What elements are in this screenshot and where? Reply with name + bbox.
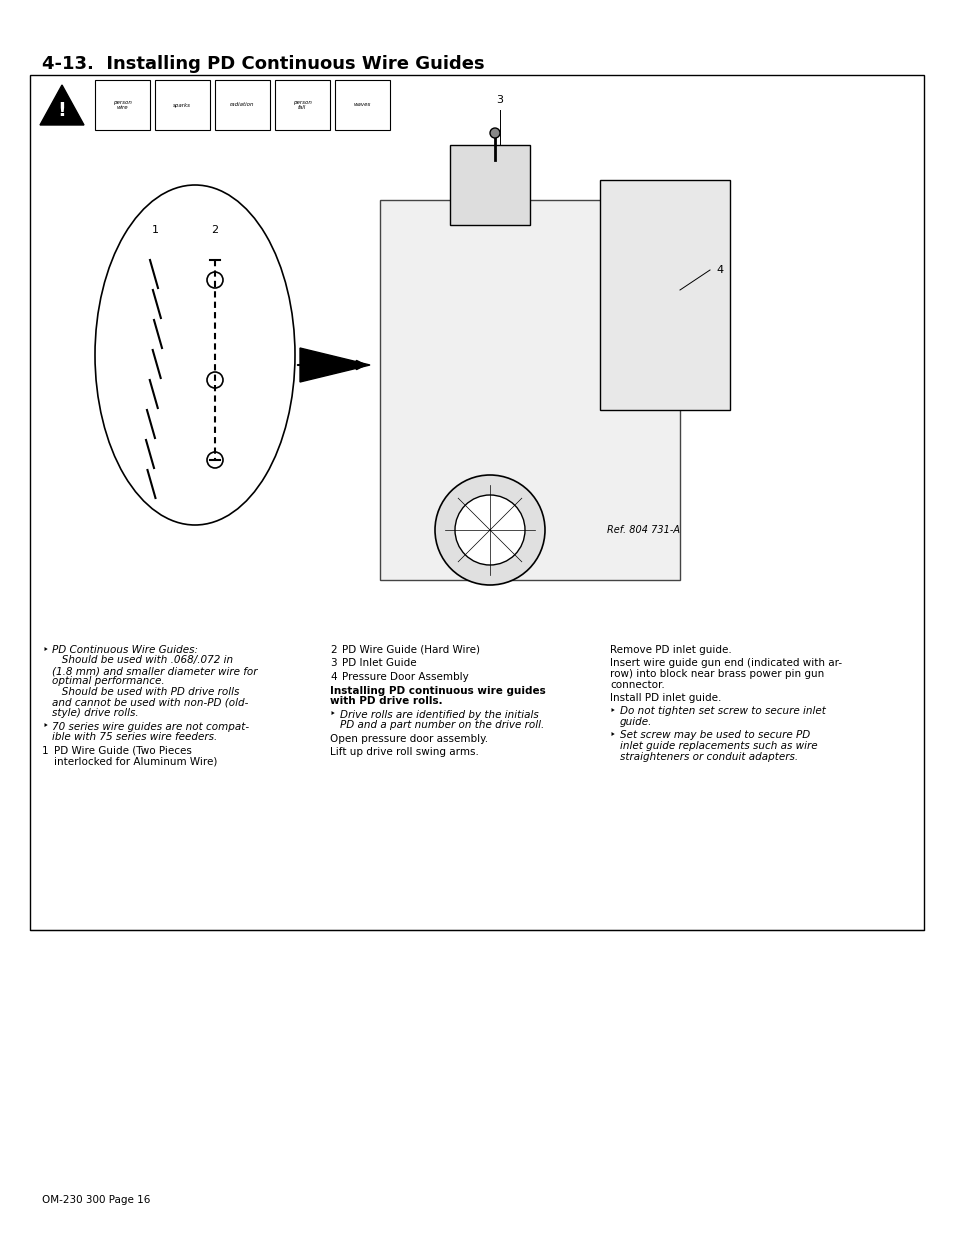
- Text: Ref. 804 731-A: Ref. 804 731-A: [606, 525, 679, 535]
- Text: 3: 3: [330, 658, 336, 668]
- Text: person
fall: person fall: [293, 100, 311, 110]
- Text: PD and a part number on the drive roll.: PD and a part number on the drive roll.: [339, 720, 543, 730]
- Text: Do not tighten set screw to secure inlet: Do not tighten set screw to secure inlet: [619, 706, 825, 716]
- Text: sparks: sparks: [172, 103, 191, 107]
- Text: ible with 75 series wire feeders.: ible with 75 series wire feeders.: [52, 732, 217, 742]
- Text: PD Inlet Guide: PD Inlet Guide: [341, 658, 416, 668]
- Text: Should be used with .068/.072 in: Should be used with .068/.072 in: [52, 656, 233, 666]
- Polygon shape: [40, 85, 84, 125]
- Text: 70 series wire guides are not compat-: 70 series wire guides are not compat-: [52, 721, 249, 731]
- Text: waves: waves: [353, 103, 371, 107]
- Bar: [450, 144, 530, 225]
- Text: ‣: ‣: [330, 709, 335, 720]
- Bar: [599, 180, 729, 410]
- Text: connector.: connector.: [609, 679, 664, 689]
- Text: style) drive rolls.: style) drive rolls.: [52, 708, 138, 718]
- Text: guide.: guide.: [619, 718, 652, 727]
- Text: inlet guide replacements such as wire: inlet guide replacements such as wire: [619, 741, 817, 751]
- Text: Install PD inlet guide.: Install PD inlet guide.: [609, 693, 720, 703]
- Text: 4-13.  Installing PD Continuous Wire Guides: 4-13. Installing PD Continuous Wire Guid…: [42, 56, 484, 73]
- Text: Should be used with PD drive rolls: Should be used with PD drive rolls: [52, 687, 239, 697]
- Text: 4: 4: [330, 672, 336, 682]
- Text: ‣: ‣: [42, 645, 48, 655]
- Text: Open pressure door assembly.: Open pressure door assembly.: [330, 734, 488, 743]
- Text: Pressure Door Assembly: Pressure Door Assembly: [341, 672, 468, 682]
- Bar: [214, 80, 270, 130]
- Text: ‣: ‣: [42, 721, 48, 731]
- Polygon shape: [299, 348, 370, 382]
- Text: ‣: ‣: [609, 730, 615, 741]
- Bar: [335, 80, 390, 130]
- Text: with PD drive rolls.: with PD drive rolls.: [330, 697, 442, 706]
- Text: Insert wire guide gun end (indicated with ar-: Insert wire guide gun end (indicated wit…: [609, 658, 841, 668]
- Circle shape: [490, 128, 499, 138]
- Text: Installing PD continuous wire guides: Installing PD continuous wire guides: [330, 685, 545, 695]
- Text: 3: 3: [496, 95, 503, 105]
- Text: Remove PD inlet guide.: Remove PD inlet guide.: [609, 645, 731, 655]
- Text: person
wire: person wire: [112, 100, 132, 110]
- FancyArrowPatch shape: [297, 361, 364, 369]
- Text: and cannot be used with non-PD (old-: and cannot be used with non-PD (old-: [52, 698, 248, 708]
- Text: Set screw may be used to secure PD: Set screw may be used to secure PD: [619, 730, 809, 741]
- Text: straighteners or conduit adapters.: straighteners or conduit adapters.: [619, 752, 798, 762]
- Text: Lift up drive roll swing arms.: Lift up drive roll swing arms.: [330, 747, 478, 757]
- Circle shape: [435, 475, 544, 585]
- Ellipse shape: [95, 185, 294, 525]
- Text: interlocked for Aluminum Wire): interlocked for Aluminum Wire): [54, 756, 217, 766]
- Bar: [30, 75, 923, 930]
- Bar: [274, 80, 330, 130]
- Text: 1: 1: [42, 746, 49, 756]
- Text: OM-230 300 Page 16: OM-230 300 Page 16: [42, 1195, 151, 1205]
- Text: PD Continuous Wire Guides:: PD Continuous Wire Guides:: [52, 645, 198, 655]
- Text: PD Wire Guide (Two Pieces: PD Wire Guide (Two Pieces: [54, 746, 192, 756]
- Bar: [379, 200, 679, 580]
- Text: 4: 4: [716, 266, 722, 275]
- Bar: [95, 80, 150, 130]
- Bar: [154, 80, 210, 130]
- Text: 2: 2: [212, 225, 218, 235]
- Text: row) into block near brass power pin gun: row) into block near brass power pin gun: [609, 669, 823, 679]
- Text: PD Wire Guide (Hard Wire): PD Wire Guide (Hard Wire): [341, 645, 479, 655]
- Text: Drive rolls are identified by the initials: Drive rolls are identified by the initia…: [339, 709, 538, 720]
- Text: 2: 2: [330, 645, 336, 655]
- Circle shape: [455, 495, 524, 564]
- Text: (1.8 mm) and smaller diameter wire for: (1.8 mm) and smaller diameter wire for: [52, 666, 257, 676]
- Text: !: !: [57, 100, 67, 120]
- Text: radiation: radiation: [230, 103, 254, 107]
- Text: 1: 1: [152, 225, 158, 235]
- Text: optimal performance.: optimal performance.: [52, 677, 165, 687]
- Text: ‣: ‣: [609, 706, 615, 716]
